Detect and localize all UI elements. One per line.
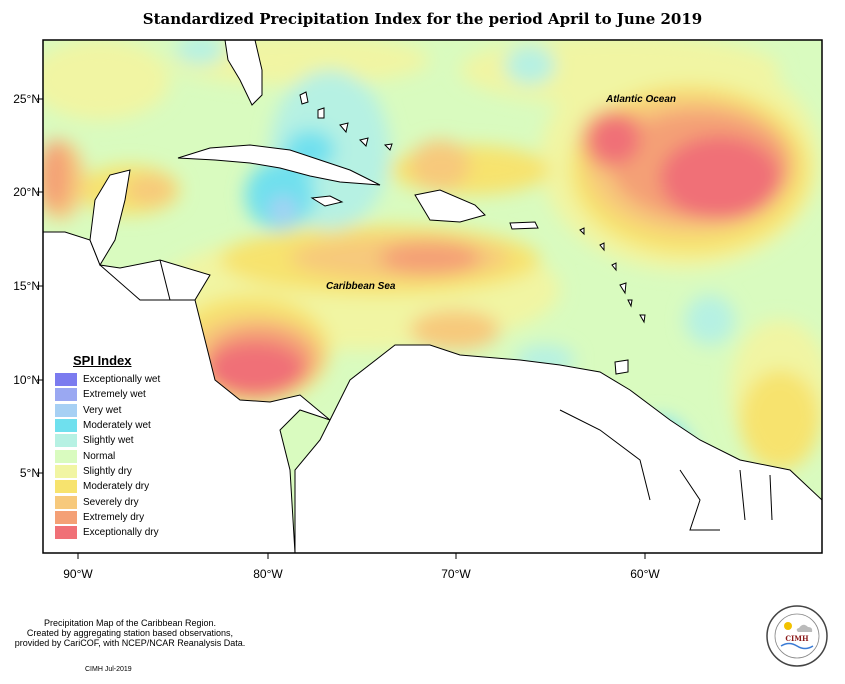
legend-label: Extremely wet (83, 389, 146, 401)
legend-label: Normal (83, 450, 116, 462)
legend-label: Exceptionally dry (83, 527, 159, 539)
legend-item: Moderately wet (55, 418, 173, 433)
legend-label: Moderately wet (83, 420, 151, 432)
legend-swatch (55, 373, 77, 387)
lat-tick-5n: 5°N (19, 466, 40, 480)
footer-credit: CIMH Jul-2019 (85, 666, 132, 673)
map-title: Standardized Precipitation Index for the… (142, 10, 703, 28)
caribbean-label: Caribbean Sea (326, 281, 396, 292)
legend-swatch (55, 388, 77, 402)
lat-tick-10n: 10°N (13, 373, 40, 387)
legend: SPI Index Exceptionally wet Extremely wet… (55, 353, 173, 540)
legend-label: Extremely dry (83, 511, 145, 523)
legend-swatch (55, 419, 77, 433)
legend-label: Very wet (83, 404, 122, 416)
logo-text: CIMH (785, 634, 809, 643)
legend-label: Slightly dry (83, 465, 132, 477)
axis-ticks (37, 98, 646, 559)
legend-item: Slightly wet (55, 433, 173, 448)
legend-label: Severely dry (83, 496, 139, 508)
legend-item: Exceptionally dry (55, 525, 173, 540)
legend-label: Exceptionally wet (83, 374, 161, 386)
map-frame (42, 39, 823, 554)
atlantic-label: Atlantic Ocean (606, 94, 677, 105)
legend-label: Moderately dry (83, 481, 150, 493)
wave-icon (780, 642, 814, 650)
lon-tick-90w: 90°W (63, 567, 93, 581)
legend-item: Severely dry (55, 494, 173, 509)
legend-item: Extremely wet (55, 387, 173, 402)
legend-item: Slightly dry (55, 464, 173, 479)
legend-swatch (55, 434, 77, 448)
lat-tick-25n: 25°N (13, 92, 40, 106)
cloud-icon (796, 624, 813, 632)
lat-tick-20n: 20°N (13, 185, 40, 199)
legend-item: Normal (55, 448, 173, 463)
sun-icon (784, 622, 792, 630)
cimh-logo: CIMH (766, 605, 828, 667)
legend-swatch (55, 495, 77, 509)
lon-tick-80w: 80°W (253, 567, 283, 581)
footer-line-3: provided by CariCOF, with NCEP/NCAR Rean… (14, 638, 246, 648)
legend-item: Exceptionally wet (55, 372, 173, 387)
legend-item: Extremely dry (55, 510, 173, 525)
footer-line-2: Created by aggregating station based obs… (26, 628, 234, 638)
spi-field (43, 40, 822, 525)
lat-tick-15n: 15°N (13, 279, 40, 293)
legend-swatch (55, 403, 77, 417)
footer-notes: Precipitation Map of the Caribbean Regio… (0, 618, 260, 648)
legend-title: SPI Index (73, 353, 132, 368)
legend-swatch (55, 480, 77, 494)
land-masses (43, 40, 822, 553)
legend-item: Very wet (55, 403, 173, 418)
footer-line-1: Precipitation Map of the Caribbean Regio… (43, 618, 217, 628)
lon-tick-60w: 60°W (630, 567, 660, 581)
legend-swatch (55, 449, 77, 463)
legend-label: Slightly wet (83, 435, 134, 447)
legend-swatch (55, 510, 77, 524)
lon-tick-70w: 70°W (441, 567, 471, 581)
legend-swatch (55, 526, 77, 540)
legend-swatch (55, 464, 77, 478)
legend-item: Moderately dry (55, 479, 173, 494)
